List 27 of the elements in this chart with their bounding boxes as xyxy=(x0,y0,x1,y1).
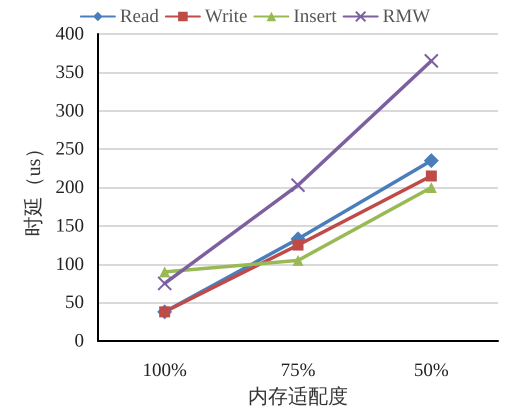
point xyxy=(424,53,439,68)
legend-label: RMW xyxy=(382,6,430,27)
y-tick-label: 300 xyxy=(56,100,84,122)
point xyxy=(426,170,437,182)
point xyxy=(292,254,304,266)
point xyxy=(159,266,170,278)
point xyxy=(157,276,172,291)
legend-label: Insert xyxy=(293,6,338,27)
y-axis-title: 时延（us） xyxy=(23,138,45,236)
x-tick-label: 50% xyxy=(414,360,449,381)
y-tick-label: 50 xyxy=(65,292,84,314)
y-tick-label: 150 xyxy=(56,215,84,236)
y-tick-label: 250 xyxy=(56,138,84,160)
legend-label: Read xyxy=(120,6,160,27)
x-tick-label: 100% xyxy=(142,360,188,381)
y-tick-label: 0 xyxy=(74,330,84,352)
point xyxy=(424,153,439,168)
y-tick-label: 200 xyxy=(56,177,84,198)
y-tick-label: 350 xyxy=(56,62,84,83)
x-axis-title: 内存适配度 xyxy=(248,386,348,408)
point xyxy=(292,240,304,251)
legend-label: Write xyxy=(204,6,248,27)
y-tick-label: 400 xyxy=(56,24,84,44)
y-tick-label: 100 xyxy=(56,254,84,275)
point xyxy=(426,182,437,193)
x-tick-label: 75% xyxy=(280,360,316,381)
point xyxy=(290,178,306,193)
